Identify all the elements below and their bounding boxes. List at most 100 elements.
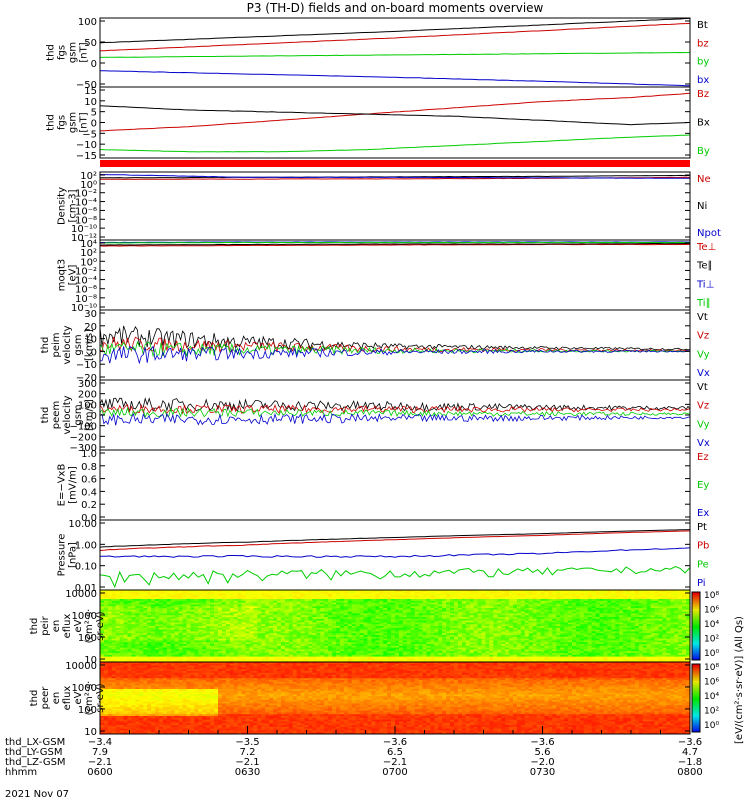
spectrogram-cell <box>151 642 156 645</box>
spectrogram-cell <box>383 604 388 607</box>
spectrogram-cell <box>174 611 180 614</box>
spectrogram-cell <box>347 631 353 634</box>
series-line-Vt <box>99 397 691 413</box>
spectrogram-cell <box>339 609 345 612</box>
spectrogram-cell <box>100 651 105 654</box>
spectrogram-cell <box>402 620 408 623</box>
spectrogram-cell <box>269 606 274 609</box>
spectrogram-cell <box>391 620 396 623</box>
spectrogram-cell <box>336 629 341 632</box>
spectrogram-cell <box>288 620 294 623</box>
spectrogram-cell <box>398 638 404 641</box>
spectrogram-cell <box>316 631 321 634</box>
spectrogram-cell <box>347 624 353 627</box>
spectrogram-cell <box>210 658 215 661</box>
spectrogram-cell <box>461 651 467 654</box>
y-tick-label: 20 <box>84 322 97 333</box>
spectrogram-cell <box>371 604 376 607</box>
spectrogram-cell <box>406 606 412 609</box>
spectrogram-cell <box>418 635 423 638</box>
spectrogram-cell <box>505 627 510 630</box>
spectrogram-cell <box>225 638 231 641</box>
spectrogram-cell <box>363 658 368 661</box>
spectrogram-cell <box>524 622 530 625</box>
spectrogram-cell <box>269 658 274 661</box>
spectrogram-cell <box>304 640 309 643</box>
spectrogram-cell <box>147 600 152 603</box>
spectrogram-cell <box>147 624 152 627</box>
spectrogram-cell <box>312 602 317 605</box>
spectrogram-cell <box>532 620 537 623</box>
spectrogram-cell <box>501 593 506 596</box>
spectrogram-cell <box>383 642 388 645</box>
spectrogram-cell <box>206 624 211 627</box>
spectrogram-cell <box>186 606 191 609</box>
spectrogram-cell <box>178 653 183 656</box>
spectrogram-cell <box>497 638 502 641</box>
spectrogram-cell <box>151 660 156 663</box>
spectrogram-cell <box>273 656 278 659</box>
spectrogram-cell <box>332 597 337 600</box>
spectrogram-cell <box>284 644 290 647</box>
spectrogram-cell <box>454 649 459 652</box>
spectrogram-cell <box>127 660 132 663</box>
spectrogram-cell <box>363 618 368 621</box>
spectrogram-cell <box>438 651 443 654</box>
spectrogram-cell <box>103 651 109 654</box>
spectrogram-cell <box>359 651 364 654</box>
spectrogram-cell <box>398 656 404 659</box>
spectrogram-cell <box>218 631 223 634</box>
spectrogram-cell <box>170 591 176 594</box>
spectrogram-cell <box>454 600 459 603</box>
spectrogram-cell <box>324 654 329 657</box>
spectrogram-cell <box>473 608 478 611</box>
spectrogram-cell <box>237 609 242 612</box>
spectrogram-cell <box>536 593 541 596</box>
spectrogram-cell <box>131 608 136 611</box>
spectrogram-cell <box>414 618 419 621</box>
spectrogram-cell <box>402 640 408 643</box>
spectrogram-cell <box>375 656 380 659</box>
spectrogram-cell <box>343 631 349 634</box>
spectrogram-cell <box>457 626 463 629</box>
spectrogram-cell <box>509 649 514 652</box>
spectrogram-cell <box>241 602 246 605</box>
spectrogram-cell <box>481 611 486 614</box>
spectrogram-cell <box>485 645 490 648</box>
spectrogram-cell <box>316 618 321 621</box>
spectrogram-cell <box>446 642 451 645</box>
spectrogram-cell <box>308 651 313 654</box>
spectrogram-cell <box>103 618 109 621</box>
spectrogram-cell <box>509 604 514 607</box>
spectrogram-cell <box>127 636 132 639</box>
spectrogram-cell <box>241 606 246 609</box>
spectrogram-cell <box>186 631 191 634</box>
legend-entry-Te∥: Te∥ <box>696 261 713 272</box>
spectrogram-cell <box>371 613 376 616</box>
y-tick-label: 10⁰ <box>80 257 97 268</box>
spectrogram-cell <box>434 660 439 663</box>
spectrogram-cell <box>481 590 486 593</box>
spectrogram-cell <box>178 633 183 636</box>
spectrogram-cell <box>406 640 412 643</box>
spectrogram-cell <box>147 604 152 607</box>
spectrogram-cell <box>387 608 392 611</box>
spectrogram-cell <box>304 595 309 598</box>
spectrogram-cell <box>351 644 357 647</box>
spectrogram-cell <box>371 591 376 594</box>
y-tick-label: −100 <box>70 422 97 433</box>
spectrogram-cell <box>292 622 298 625</box>
spectrogram-cell <box>249 602 254 605</box>
spectrogram-cell <box>367 600 372 603</box>
spectrogram-cell <box>261 651 266 654</box>
spectrogram-cell <box>359 590 364 593</box>
spectrogram-cell <box>131 649 136 652</box>
spectrogram-cell <box>383 631 388 634</box>
spectrogram-cell <box>402 593 408 596</box>
spectrogram-cell <box>162 611 168 614</box>
spectrogram-cell <box>371 622 376 625</box>
spectrogram-cell <box>516 656 522 659</box>
spectrogram-cell <box>257 633 262 636</box>
spectrogram-cell <box>351 613 357 616</box>
spectrogram-cell <box>383 629 388 632</box>
